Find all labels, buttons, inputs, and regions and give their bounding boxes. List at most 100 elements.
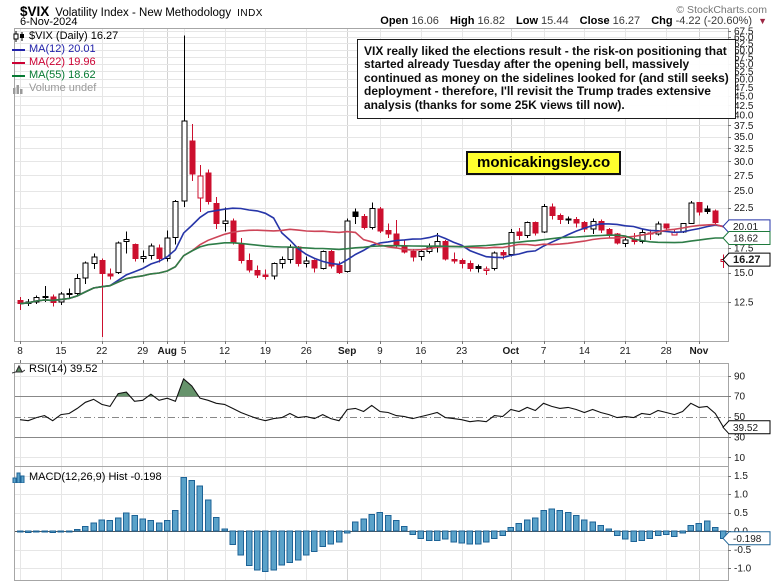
svg-text:20.01: 20.01 [733, 222, 758, 233]
svg-text:47.5: 47.5 [734, 83, 754, 94]
svg-text:37.5: 37.5 [734, 121, 754, 132]
low-value: 15.44 [541, 15, 569, 27]
ohlc-quote-line: Open 16.06 High 16.82 Low 15.44 Close 16.27 … [372, 15, 767, 27]
svg-text:90: 90 [734, 371, 746, 382]
svg-text:Nov: Nov [689, 346, 708, 357]
chg-label: Chg [651, 15, 673, 27]
svg-text:40.0: 40.0 [734, 111, 754, 122]
rsi-indicator-icon [12, 364, 29, 375]
svg-text:8: 8 [17, 346, 23, 357]
svg-text:-1.0: -1.0 [734, 564, 752, 575]
exchange-label: INDX [237, 8, 263, 19]
price-y-axis-labels: 12.5 15.0 17.5 22.5 25.0 27.5 30.0 32.535.037.5… [728, 27, 754, 309]
svg-text:18.62: 18.62 [733, 234, 758, 245]
svg-text:35.0: 35.0 [734, 132, 754, 143]
svg-text:42.5: 42.5 [734, 101, 754, 112]
macd-legend: MACD(12,26,9) Hist -0.198 [12, 471, 162, 484]
rsi-legend-label: RSI(14) 39.52 [29, 363, 98, 375]
ma55-line-swatch [12, 74, 29, 77]
svg-text:Oct: Oct [502, 346, 519, 357]
rsi-overbought-fill [177, 378, 199, 397]
ma12-legend-label: MA(12) 20.01 [29, 43, 96, 55]
svg-text:57.5: 57.5 [734, 52, 754, 63]
high-value: 16.82 [477, 15, 505, 27]
svg-text:27.5: 27.5 [734, 171, 754, 182]
svg-text:28: 28 [661, 346, 673, 357]
svg-text:-0.5: -0.5 [734, 545, 752, 556]
svg-text:17.5: 17.5 [734, 243, 754, 254]
annotation-box: VIX really liked the elections result - … [357, 39, 736, 120]
svg-text:1.5: 1.5 [734, 471, 748, 482]
svg-text:67.5: 67.5 [734, 27, 754, 38]
legend-row-volume: Volume undef [12, 82, 118, 95]
date-axis: 8 15 22 29 Aug 5 12 19 26 Sep 9 16 23 Oct 7 14 21 28 Nov [17, 341, 709, 363]
svg-text:5: 5 [181, 346, 187, 357]
svg-text:45.0: 45.0 [734, 92, 754, 103]
macd-legend-label: MACD(12,26,9) Hist -0.198 [29, 471, 162, 483]
legend-row-ma55: MA(55) 18.62 [12, 69, 118, 82]
svg-text:12: 12 [219, 346, 231, 357]
macd-panel: 1.51.00.50.0-0.5-1.0 [14, 466, 752, 581]
svg-text:50.0: 50.0 [734, 75, 754, 86]
rsi-legend: RSI(14) 39.52 [12, 363, 97, 376]
site-link-label[interactable]: monicakingsley.co [466, 151, 622, 175]
ma12-line [19, 207, 724, 305]
symbol: $VIX [20, 4, 50, 19]
svg-text:14: 14 [579, 346, 591, 357]
svg-text:19: 19 [260, 346, 272, 357]
svg-text:26: 26 [301, 346, 313, 357]
price-tag-18.62 [722, 231, 771, 245]
price-panel-border [14, 28, 729, 342]
open-label: Open [380, 15, 409, 27]
svg-text:10: 10 [734, 453, 746, 464]
svg-text:60.0: 60.0 [734, 45, 754, 56]
down-arrow-icon: ▼ [758, 16, 767, 26]
svg-text:65.0: 65.0 [734, 33, 754, 44]
low-label: Low [516, 15, 539, 27]
svg-text:22.5: 22.5 [734, 203, 754, 214]
svg-text:15: 15 [55, 346, 67, 357]
symbol-legend-label: $VIX (Daily) 16.27 [29, 30, 119, 42]
svg-text:50: 50 [734, 412, 746, 423]
svg-text:23: 23 [456, 346, 468, 357]
chart-date: 6-Nov-2024 [20, 16, 78, 28]
svg-text:39.52: 39.52 [733, 423, 758, 434]
price-legend: $VIX (Daily) 16.27 MA(12) 20.01 MA(22) 1… [12, 30, 118, 95]
svg-text:30: 30 [734, 433, 746, 444]
price-tag-16.27 [722, 252, 771, 267]
chart-header: $VIX Volatility Index - New Methodology IN… [20, 3, 263, 21]
ma22-line-swatch [12, 61, 29, 64]
candlestick-icon [12, 31, 29, 42]
svg-text:62.5: 62.5 [734, 39, 754, 50]
macd-histogram-icon [12, 472, 29, 483]
svg-text:12.5: 12.5 [734, 298, 754, 309]
svg-text:Aug: Aug [157, 346, 176, 357]
svg-text:9: 9 [377, 346, 383, 357]
svg-text:1.0: 1.0 [734, 490, 748, 501]
close-value: 16.27 [612, 15, 641, 27]
macd-histogram [16, 476, 727, 573]
volume-bars-icon [12, 84, 29, 94]
svg-text:22: 22 [96, 346, 108, 357]
legend-row-ma22: MA(22) 19.96 [12, 56, 118, 69]
volume-legend-label: Volume undef [29, 82, 97, 94]
svg-text:-0.198: -0.198 [733, 534, 762, 545]
svg-text:25.0: 25.0 [734, 186, 754, 197]
svg-text:Sep: Sep [338, 346, 356, 357]
vertical-gridlines [20, 28, 700, 580]
open-value: 16.06 [411, 15, 439, 27]
symbol-title: Volatility Index - New Methodology [55, 7, 232, 19]
copyright: © StockCharts.com [676, 4, 767, 16]
svg-text:32.5: 32.5 [734, 144, 754, 155]
chg-value: -4.22 (-20.60%) [675, 15, 753, 27]
macd-value-tag [722, 531, 771, 546]
svg-text:15.0: 15.0 [734, 268, 754, 279]
svg-text:0.5: 0.5 [734, 508, 748, 519]
svg-text:29: 29 [137, 346, 149, 357]
ma55-line [19, 234, 724, 305]
svg-text:30.0: 30.0 [734, 157, 754, 168]
rsi-panel-border [14, 363, 729, 467]
legend-row-ma12: MA(12) 20.01 [12, 43, 118, 56]
svg-text:52.5: 52.5 [734, 67, 754, 78]
